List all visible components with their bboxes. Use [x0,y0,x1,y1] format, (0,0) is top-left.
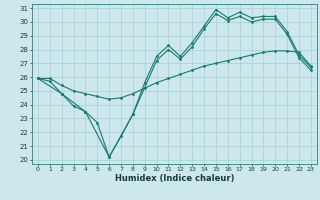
X-axis label: Humidex (Indice chaleur): Humidex (Indice chaleur) [115,174,234,183]
